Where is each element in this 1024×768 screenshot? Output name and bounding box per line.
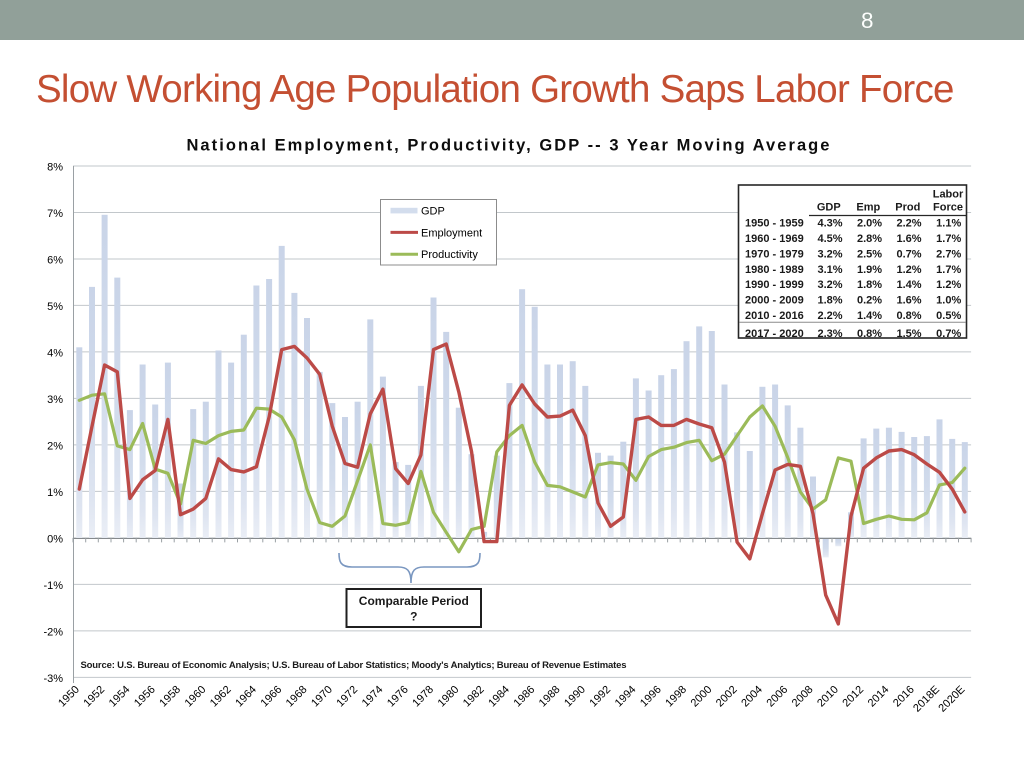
svg-text:1982: 1982	[461, 684, 487, 710]
svg-text:1.6%: 1.6%	[896, 295, 921, 307]
svg-text:4%: 4%	[47, 348, 63, 360]
svg-text:2002: 2002	[714, 684, 740, 710]
svg-text:1970: 1970	[309, 684, 335, 710]
svg-text:Force: Force	[933, 202, 963, 214]
svg-text:-1%: -1%	[43, 580, 63, 592]
svg-text:1.7%: 1.7%	[936, 233, 961, 245]
svg-text:4.5%: 4.5%	[817, 233, 842, 245]
svg-text:Emp: Emp	[856, 202, 880, 214]
svg-text:1964: 1964	[233, 684, 259, 710]
svg-text:2020E: 2020E	[936, 684, 967, 715]
svg-text:1970 - 1979: 1970 - 1979	[745, 248, 804, 260]
svg-text:-3%: -3%	[43, 673, 63, 685]
svg-text:1988: 1988	[537, 684, 563, 710]
svg-text:1.4%: 1.4%	[857, 310, 882, 322]
svg-text:1952: 1952	[81, 684, 107, 710]
svg-text:1.8%: 1.8%	[817, 295, 842, 307]
svg-text:Source: U.S. Bureau of Economi: Source: U.S. Bureau of Economic Analysis…	[81, 660, 627, 671]
svg-text:2012: 2012	[840, 684, 866, 710]
svg-text:8%: 8%	[47, 162, 63, 174]
svg-text:1974: 1974	[360, 684, 386, 710]
svg-text:?: ?	[410, 610, 417, 624]
svg-text:0.5%: 0.5%	[936, 310, 961, 322]
svg-text:4.3%: 4.3%	[817, 218, 842, 230]
svg-text:0.7%: 0.7%	[936, 328, 961, 340]
svg-text:1976: 1976	[385, 684, 411, 710]
svg-text:2.2%: 2.2%	[896, 218, 921, 230]
svg-text:National Employment, Productiv: National Employment, Productivity, GDP -…	[186, 137, 831, 155]
svg-text:1990: 1990	[562, 684, 588, 710]
svg-text:1.6%: 1.6%	[896, 233, 921, 245]
svg-text:1992: 1992	[587, 684, 613, 710]
svg-text:Prod: Prod	[895, 202, 920, 214]
svg-text:1980 - 1989: 1980 - 1989	[745, 264, 804, 276]
svg-text:1.5%: 1.5%	[896, 328, 921, 340]
svg-text:3.1%: 3.1%	[817, 264, 842, 276]
svg-text:7%: 7%	[47, 208, 63, 220]
svg-text:1966: 1966	[259, 684, 285, 710]
svg-text:1.7%: 1.7%	[936, 264, 961, 276]
svg-text:1994: 1994	[613, 684, 639, 710]
svg-text:1990 - 1999: 1990 - 1999	[745, 279, 804, 291]
svg-text:1.9%: 1.9%	[857, 264, 882, 276]
svg-text:2.3%: 2.3%	[817, 328, 842, 340]
svg-text:Labor: Labor	[933, 189, 964, 201]
svg-text:2018E: 2018E	[911, 684, 942, 715]
svg-text:3.2%: 3.2%	[817, 248, 842, 260]
svg-text:0.8%: 0.8%	[896, 310, 921, 322]
svg-text:1984: 1984	[486, 684, 512, 710]
svg-text:1998: 1998	[663, 684, 689, 710]
svg-text:1%: 1%	[47, 487, 63, 499]
svg-text:1960: 1960	[183, 684, 209, 710]
svg-text:2010: 2010	[815, 684, 841, 710]
svg-text:1.1%: 1.1%	[936, 218, 961, 230]
svg-text:6%: 6%	[47, 255, 63, 267]
svg-text:1.8%: 1.8%	[857, 279, 882, 291]
svg-text:1980: 1980	[436, 684, 462, 710]
svg-text:2000 - 2009: 2000 - 2009	[745, 295, 804, 307]
svg-text:Employment: Employment	[421, 227, 482, 239]
svg-text:1956: 1956	[132, 684, 158, 710]
svg-text:0.8%: 0.8%	[857, 328, 882, 340]
svg-text:2010 - 2016: 2010 - 2016	[745, 310, 804, 322]
svg-text:2.2%: 2.2%	[817, 310, 842, 322]
svg-text:1972: 1972	[334, 684, 360, 710]
svg-text:1950: 1950	[56, 684, 82, 710]
svg-text:2014: 2014	[866, 684, 892, 710]
svg-text:2.8%: 2.8%	[857, 233, 882, 245]
svg-text:3%: 3%	[47, 394, 63, 406]
svg-text:1968: 1968	[284, 684, 310, 710]
svg-text:Productivity: Productivity	[421, 249, 478, 261]
svg-text:1.2%: 1.2%	[936, 279, 961, 291]
svg-text:GDP: GDP	[421, 205, 445, 217]
svg-text:0.7%: 0.7%	[896, 248, 921, 260]
svg-text:1960 - 1969: 1960 - 1969	[745, 233, 804, 245]
svg-text:1.4%: 1.4%	[896, 279, 921, 291]
svg-text:1950 - 1959: 1950 - 1959	[745, 218, 804, 230]
svg-text:2017 - 2020: 2017 - 2020	[745, 328, 804, 340]
svg-text:2.0%: 2.0%	[857, 218, 882, 230]
svg-text:0%: 0%	[47, 534, 63, 546]
svg-text:2.7%: 2.7%	[936, 248, 961, 260]
svg-text:1.2%: 1.2%	[896, 264, 921, 276]
svg-text:2008: 2008	[790, 684, 816, 710]
svg-text:2000: 2000	[689, 684, 715, 710]
svg-text:GDP: GDP	[817, 202, 841, 214]
svg-text:2.5%: 2.5%	[857, 248, 882, 260]
svg-text:1962: 1962	[208, 684, 234, 710]
svg-text:0.2%: 0.2%	[857, 295, 882, 307]
svg-text:5%: 5%	[47, 301, 63, 313]
svg-text:1958: 1958	[157, 684, 183, 710]
svg-text:2006: 2006	[765, 684, 791, 710]
svg-text:2%: 2%	[47, 441, 63, 453]
svg-text:1996: 1996	[638, 684, 664, 710]
svg-text:1986: 1986	[512, 684, 538, 710]
svg-text:Comparable Period: Comparable Period	[359, 594, 469, 608]
svg-text:1954: 1954	[107, 684, 133, 710]
svg-text:-2%: -2%	[43, 627, 63, 639]
svg-text:2004: 2004	[739, 684, 765, 710]
svg-text:1.0%: 1.0%	[936, 295, 961, 307]
svg-text:1978: 1978	[410, 684, 436, 710]
svg-text:3.2%: 3.2%	[817, 279, 842, 291]
